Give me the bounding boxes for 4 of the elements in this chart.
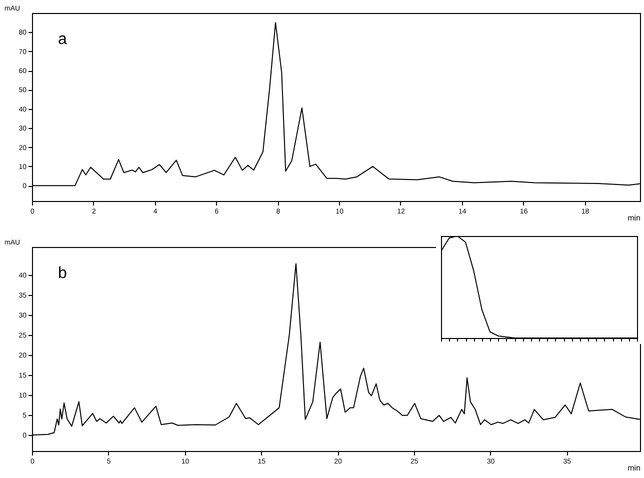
annotation: a bbox=[58, 31, 67, 48]
annotation: b bbox=[58, 265, 67, 282]
x-axis-title: min bbox=[628, 464, 640, 472]
x-axis-title: min bbox=[628, 214, 640, 222]
